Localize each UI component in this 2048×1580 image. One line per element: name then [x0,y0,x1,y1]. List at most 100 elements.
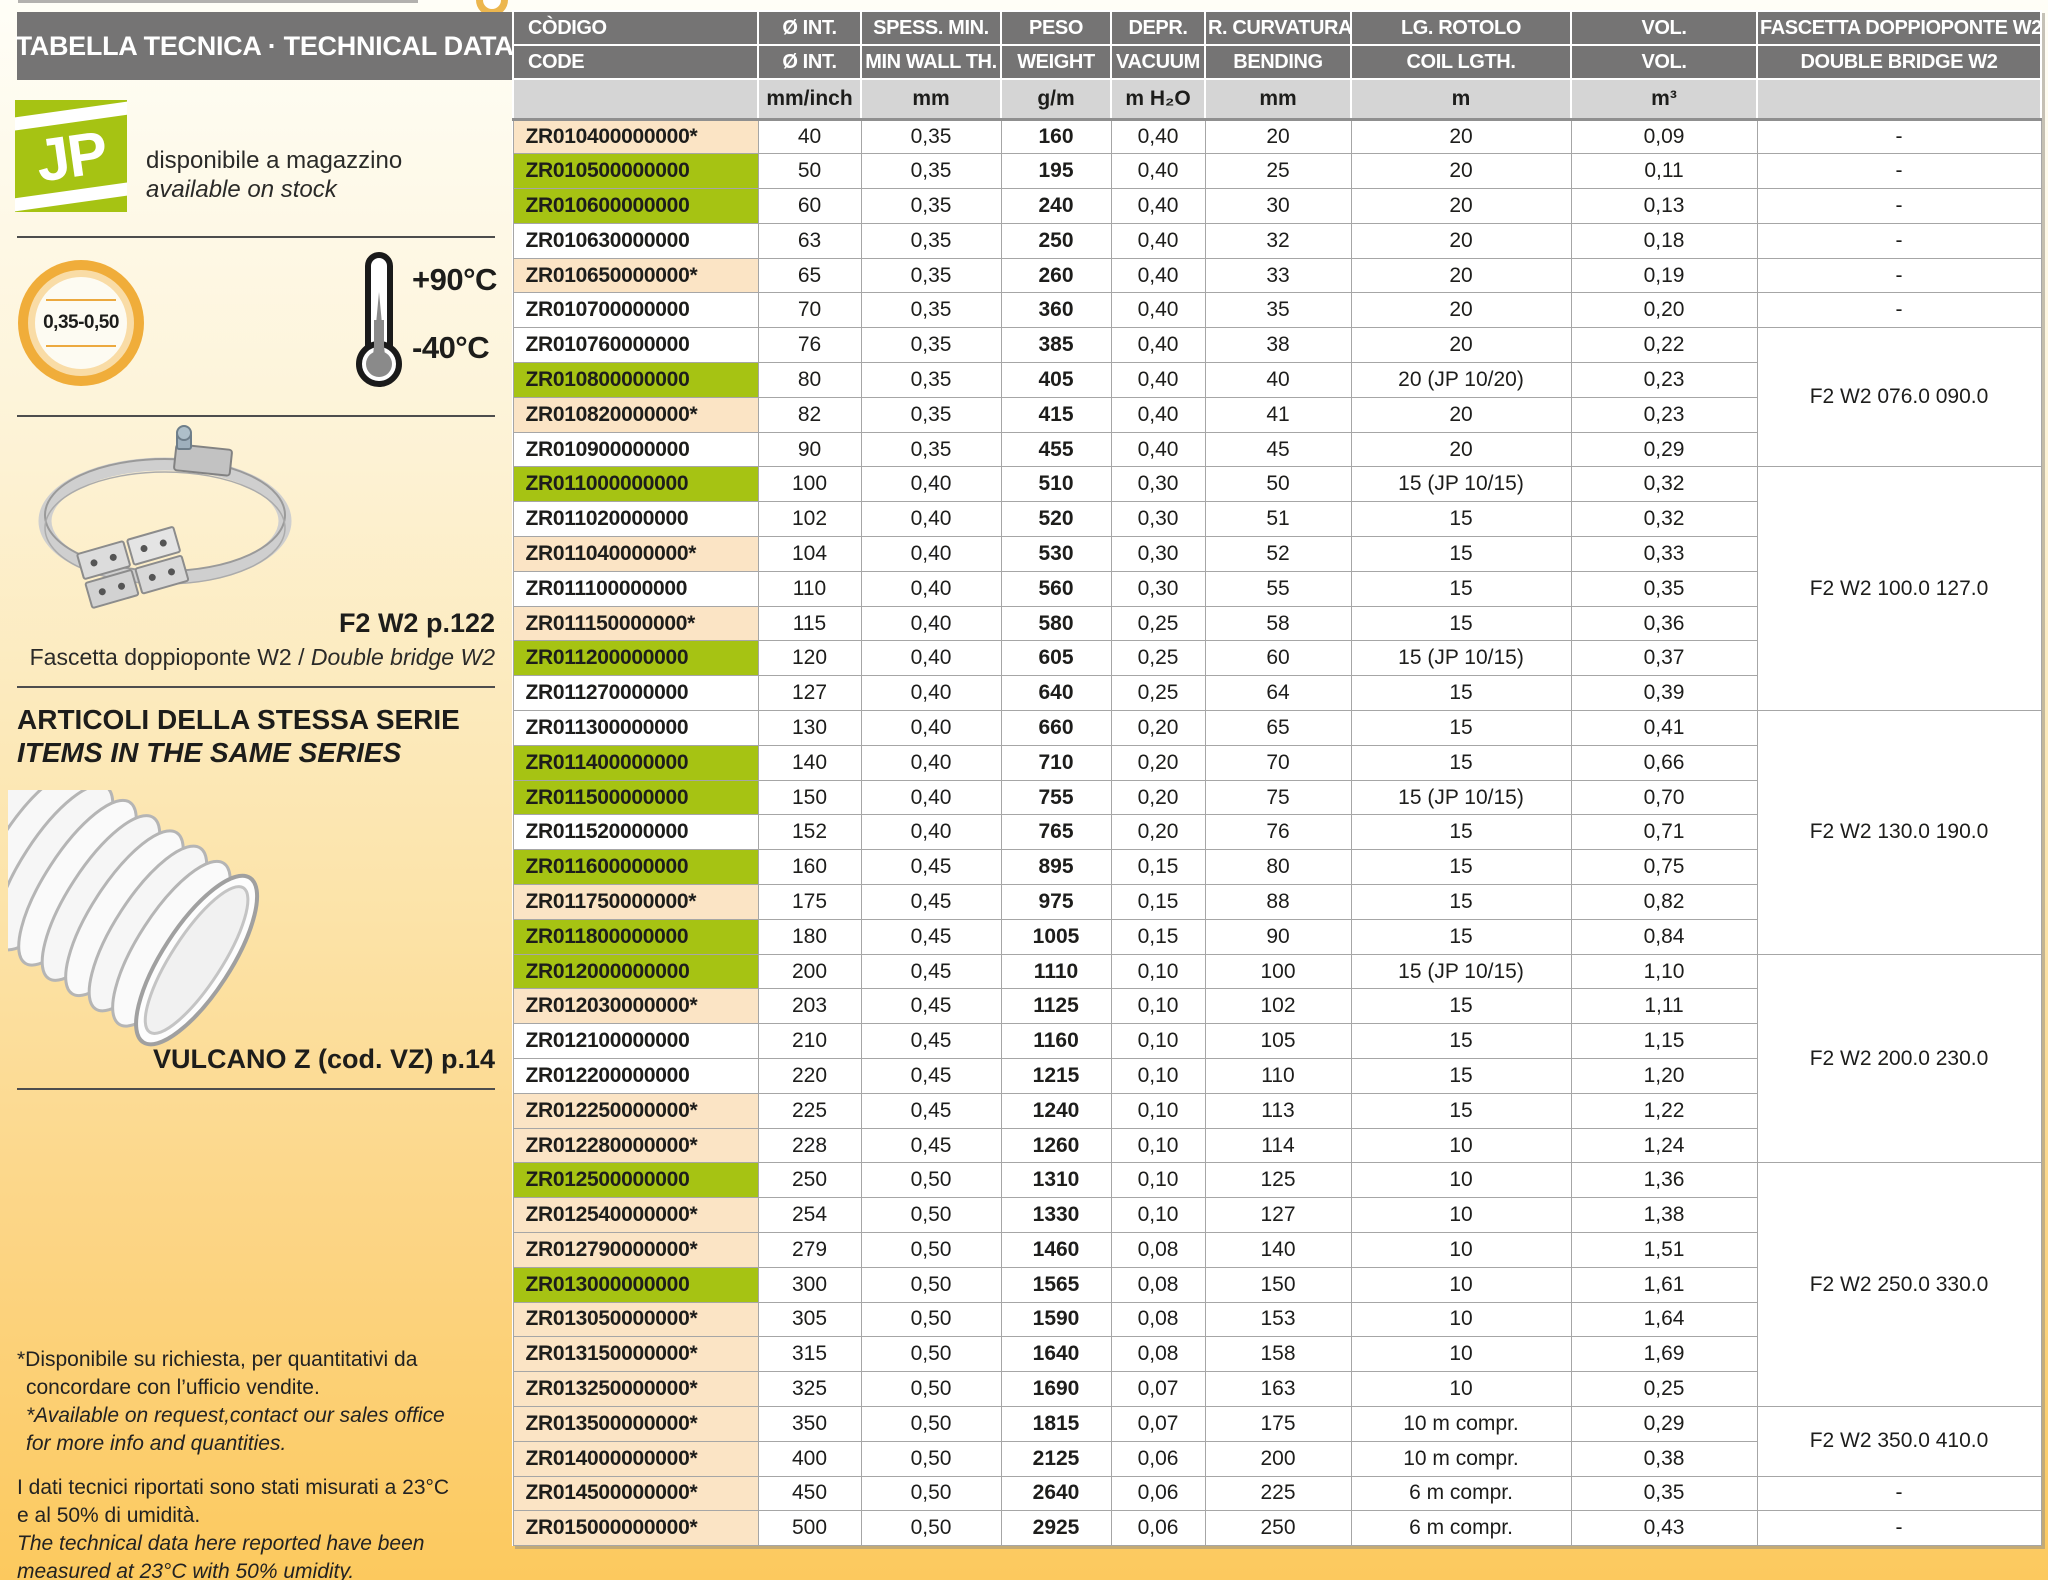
code-cell: ZR015000000000* [512,1510,759,1547]
wall-cell: 0,40 [860,744,1002,781]
code-cell: ZR013000000000 [512,1266,759,1303]
vacuum-cell: 0,25 [1110,675,1206,712]
volume-cell: 1,36 [1570,1162,1758,1199]
fascetta-cell: - [1756,1475,2042,1512]
volume-cell: 0,36 [1570,605,1758,642]
table-row: ZR011270000000 127 0,40 640 0,25 64 15 0,39 [512,675,2041,712]
coil-cell: 15 (JP 10/15) [1350,466,1572,503]
weight-cell: 975 [1000,884,1112,920]
volume-cell: 1,38 [1570,1197,1758,1233]
code-cell: ZR012100000000 [512,1023,759,1060]
unit-cell: m [1350,78,1572,121]
bending-cell: 90 [1204,918,1352,955]
volume-cell: 0,25 [1570,1371,1758,1407]
coil-cell: 10 [1350,1266,1572,1303]
volume-cell: 0,84 [1570,918,1758,955]
weight-cell: 455 [1000,431,1112,468]
coil-cell: 10 [1350,1371,1572,1407]
table-row: ZR011040000000* 104 0,40 530 0,30 52 15 0,33 [512,536,2041,572]
coil-cell: 20 [1350,188,1572,224]
fascetta-cell: - [1756,1510,2042,1547]
wall-cell: 0,40 [860,710,1002,746]
wall-cell: 0,45 [860,953,1002,990]
bending-cell: 110 [1204,1058,1352,1094]
wall-cell: 0,50 [860,1336,1002,1373]
code-cell: ZR011270000000 [512,675,759,712]
bending-cell: 80 [1204,849,1352,886]
code-cell: ZR010650000000* [512,257,759,294]
temp-min: -40°C [412,330,490,365]
coil-cell: 15 [1350,1092,1572,1129]
table-row: ZR013500000000* 350 0,50 1815 0,07 175 10 m co… [512,1405,2042,1477]
vacuum-cell: 0,20 [1110,710,1206,746]
bending-cell: 20 [1204,118,1352,155]
header-cell: DEPR. [1110,10,1206,46]
code-cell: ZR010760000000 [512,327,759,364]
vacuum-cell: 0,40 [1110,257,1206,294]
vacuum-cell: 0,30 [1110,466,1206,503]
fascetta-cell: F2 W2 250.0 330.0 [1756,1162,2042,1407]
diameter-cell: 90 [757,431,862,468]
table-header: CÒDIGO Ø INT. SPESS. MIN. PESO DEPR. R. CURVA… [512,10,2042,80]
table-row: ZR012100000000 210 0,45 1160 0,10 105 15 1,15 [512,1023,2041,1060]
coil-cell: 20 [1350,292,1572,329]
coil-cell: 15 [1350,605,1572,642]
bending-cell: 45 [1204,431,1352,468]
diameter-cell: 127 [757,675,862,712]
volume-cell: 0,32 [1570,501,1758,538]
volume-cell: 1,10 [1570,953,1758,990]
fascetta-cell: F2 W2 200.0 230.0 [1756,953,2042,1164]
code-cell: ZR010600000000 [512,188,759,224]
weight-cell: 360 [1000,292,1112,329]
table-row: ZR011000000000 100 0,40 510 0,30 50 15 (JP 10/… [512,466,2042,712]
coil-cell: 20 [1350,396,1572,433]
vacuum-cell: 0,40 [1110,362,1206,398]
bending-cell: 65 [1204,710,1352,746]
coil-cell: 15 [1350,918,1572,955]
weight-cell: 580 [1000,605,1112,642]
coil-cell: 15 (JP 10/15) [1350,953,1572,990]
coil-cell: 15 [1350,570,1572,607]
header-cell: CODE [512,44,759,80]
code-cell: ZR010700000000 [512,292,759,329]
stock-note-it: disponibile a magazzino [146,147,403,174]
coil-cell: 15 [1350,744,1572,781]
vacuum-cell: 0,10 [1110,1023,1206,1060]
weight-cell: 710 [1000,744,1112,781]
code-cell: ZR011520000000 [512,814,759,851]
vacuum-cell: 0,10 [1110,1058,1206,1094]
stock-note: disponibile a magazzino available on sto… [146,146,402,204]
vacuum-cell: 0,15 [1110,918,1206,955]
wall-cell: 0,35 [860,292,1002,329]
weight-cell: 1690 [1000,1371,1112,1407]
header-cell: WEIGHT [1000,44,1112,80]
code-cell: ZR013500000000* [512,1405,759,1442]
wall-cell: 0,45 [860,918,1002,955]
bending-cell: 102 [1204,988,1352,1025]
coil-cell: 15 [1350,536,1572,572]
vacuum-cell: 0,08 [1110,1301,1206,1338]
wall-cell: 0,40 [860,640,1002,677]
diameter-cell: 40 [757,118,862,155]
stock-note-en: available on stock [146,176,337,203]
volume-cell: 1,61 [1570,1266,1758,1303]
weight-cell: 1565 [1000,1266,1112,1303]
table-row: ZR015000000000* 500 0,50 2925 0,06 250 6 m com… [512,1510,2042,1547]
thermometer-icon [348,250,410,397]
table-row: ZR010600000000 60 0,35 240 0,40 30 20 0,13- [512,188,2042,224]
diameter-cell: 279 [757,1232,862,1268]
volume-cell: 1,15 [1570,1023,1758,1060]
weight-cell: 415 [1000,396,1112,433]
volume-cell: 0,29 [1570,431,1758,468]
fascetta-cell: - [1756,188,2042,224]
weight-cell: 1005 [1000,918,1112,955]
code-cell: ZR012250000000* [512,1092,759,1129]
weight-cell: 605 [1000,640,1112,677]
divider [17,1088,495,1090]
table-row: ZR012540000000* 254 0,50 1330 0,10 127 10 1,38 [512,1197,2041,1233]
volume-cell: 0,66 [1570,744,1758,781]
volume-cell: 0,43 [1570,1510,1758,1547]
vacuum-cell: 0,06 [1110,1510,1206,1547]
header-cell: Ø INT. [757,10,862,46]
